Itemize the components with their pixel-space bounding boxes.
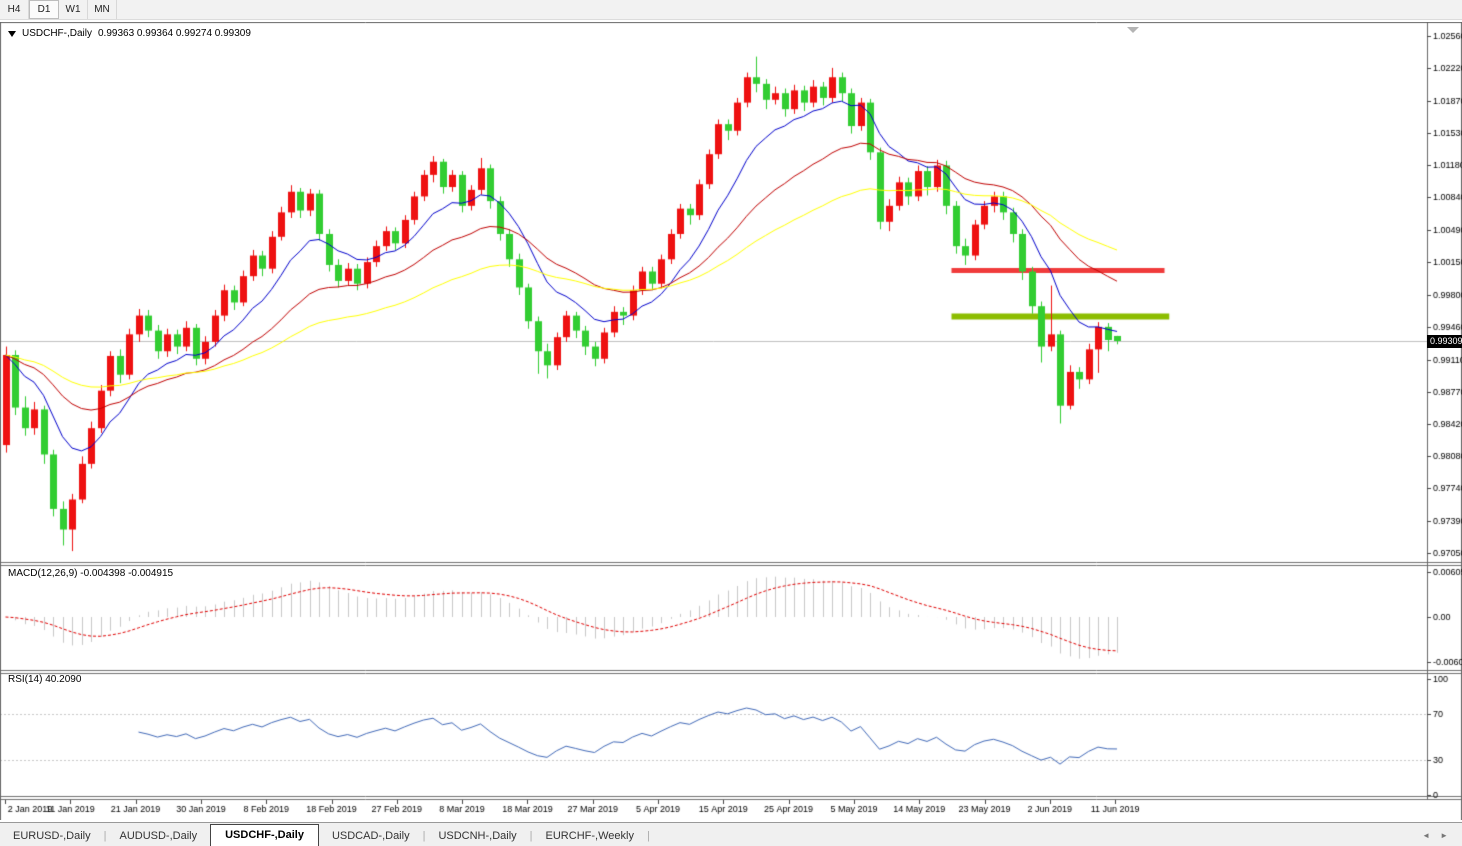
tab-scroll-left-icon[interactable]: ◄: [1422, 831, 1431, 840]
timeframe-button-h4[interactable]: H4: [0, 0, 29, 19]
tab-usdcnh-daily[interactable]: USDCNH-,Daily: [438, 830, 517, 842]
timeframe-button-mn[interactable]: MN: [88, 0, 117, 19]
chart-title: USDCHF-,Daily 0.99363 0.99364 0.99274 0.…: [8, 28, 251, 39]
symbol-tab-bar: EURUSD-,Daily | AUDUSD-,Daily USDCHF-,Daily…: [0, 822, 1462, 846]
tab-scroll-right-icon[interactable]: ►: [1440, 831, 1448, 840]
tab-eurusd-daily[interactable]: EURUSD-,Daily: [13, 830, 91, 842]
chart-window: USDCHF-,Daily 0.99363 0.99364 0.99274 0.…: [0, 22, 1462, 820]
tab-usdchf-daily[interactable]: USDCHF-,Daily: [210, 824, 319, 846]
ohlc-values: 0.99363 0.99364 0.99274 0.99309: [98, 28, 251, 39]
symbol-period-label: USDCHF-,Daily: [22, 28, 92, 39]
tab-separator: |: [529, 830, 533, 842]
tab-separator: |: [646, 830, 650, 842]
tab-separator: |: [103, 830, 107, 842]
tab-usdcad-daily[interactable]: USDCAD-,Daily: [331, 830, 410, 842]
timeframe-toolbar: H4 D1 W1 MN: [0, 0, 1462, 20]
symbol-dropdown-icon[interactable]: [8, 30, 16, 37]
tab-audusd-daily[interactable]: AUDUSD-,Daily: [119, 830, 198, 842]
timeframe-button-w1[interactable]: W1: [59, 0, 88, 19]
current-price-badge: 0.99309: [1427, 335, 1462, 348]
chart-canvas[interactable]: [0, 22, 1462, 820]
chart-shift-marker-icon[interactable]: [1127, 27, 1139, 33]
tab-separator: |: [422, 830, 426, 842]
rsi-label: RSI(14) 40.2090: [8, 674, 82, 685]
tab-eurchf-weekly[interactable]: EURCHF-,Weekly: [545, 830, 634, 842]
timeframe-button-d1[interactable]: D1: [29, 0, 59, 19]
macd-label: MACD(12,26,9) -0.004398 -0.004915: [8, 568, 174, 579]
